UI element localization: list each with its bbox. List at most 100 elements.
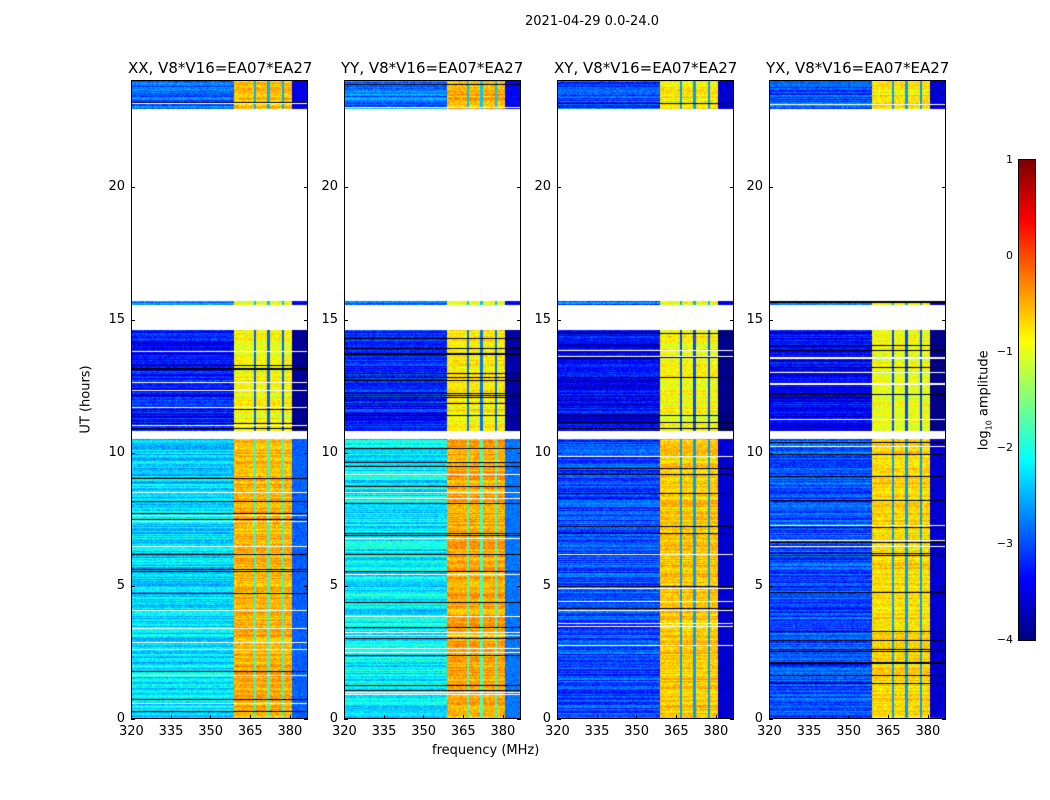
- x-tick-mark: [289, 715, 291, 719]
- y-tick-label: 20: [746, 178, 763, 194]
- y-tick-label: 20: [321, 178, 338, 194]
- y-tick-mark: [730, 719, 734, 720]
- y-tick-mark: [730, 452, 734, 454]
- y-tick-mark: [131, 186, 135, 188]
- y-tick-mark: [730, 319, 734, 321]
- panel-title-0: XX, V8*V16=EA07*EA27: [128, 59, 313, 77]
- y-tick-mark: [942, 585, 946, 587]
- y-tick-mark: [557, 186, 561, 188]
- y-tick-label: 20: [534, 178, 551, 194]
- y-tick-mark: [344, 719, 348, 720]
- x-tick-mark: [636, 715, 638, 719]
- y-tick-label: 10: [534, 444, 551, 460]
- x-tick-mark: [210, 715, 212, 719]
- colorbar-tick-label: 0: [1006, 249, 1013, 262]
- y-tick-label: 15: [108, 311, 125, 327]
- y-tick-mark: [304, 452, 308, 454]
- x-tick-mark: [249, 715, 251, 719]
- colorbar-tick-label: −1: [996, 345, 1013, 358]
- x-tick-mark: [927, 715, 929, 719]
- y-tick-label: 0: [116, 711, 125, 726]
- panel-frame-3: [769, 80, 946, 719]
- x-tick-mark: [344, 715, 345, 719]
- y-tick-label: 0: [542, 711, 551, 726]
- y-tick-mark: [304, 719, 308, 720]
- y-tick-label: 15: [746, 311, 763, 327]
- y-tick-mark: [517, 186, 521, 188]
- y-tick-mark: [557, 585, 561, 587]
- y-tick-mark: [557, 719, 561, 720]
- y-tick-label: 15: [321, 311, 338, 327]
- y-tick-mark: [730, 186, 734, 188]
- y-tick-mark: [517, 585, 521, 587]
- y-tick-mark: [769, 186, 773, 188]
- y-tick-mark: [344, 585, 348, 587]
- y-tick-mark: [517, 719, 521, 720]
- colorbar-label: log10 amplitude: [976, 350, 994, 451]
- panel-frame-1: [344, 80, 521, 719]
- panel-title-2: XY, V8*V16=EA07*EA27: [554, 59, 738, 77]
- x-tick-label: 335: [158, 724, 184, 739]
- panel-heatmap-3: [769, 80, 946, 719]
- y-tick-mark: [769, 585, 773, 587]
- x-tick-mark: [848, 715, 850, 719]
- y-tick-mark: [769, 719, 773, 720]
- y-tick-mark: [131, 585, 135, 587]
- y-tick-mark: [517, 452, 521, 454]
- y-tick-mark: [344, 319, 348, 321]
- x-tick-label: 350: [198, 724, 224, 739]
- x-tick-label: 380: [703, 724, 729, 739]
- x-tick-label: 365: [875, 724, 901, 739]
- colorbar-tick-label: −2: [996, 441, 1013, 454]
- x-tick-label: 335: [796, 724, 822, 739]
- x-tick-label: 335: [584, 724, 610, 739]
- x-tick-label: 365: [237, 724, 263, 739]
- x-tick-mark: [131, 715, 132, 719]
- x-tick-label: 335: [371, 724, 397, 739]
- y-tick-label: 20: [108, 178, 125, 194]
- y-tick-mark: [517, 319, 521, 321]
- x-tick-mark: [502, 715, 504, 719]
- y-tick-mark: [769, 319, 773, 321]
- y-tick-label: 15: [534, 311, 551, 327]
- x-tick-label: 350: [836, 724, 862, 739]
- y-tick-mark: [730, 585, 734, 587]
- x-tick-mark: [887, 715, 889, 719]
- x-tick-mark: [596, 715, 598, 719]
- colorbar: [1019, 160, 1035, 640]
- colorbar-tick-label: −4: [996, 633, 1013, 646]
- panel-heatmap-0: [131, 80, 308, 719]
- x-tick-label: 320: [332, 724, 357, 739]
- x-tick-label: 365: [663, 724, 689, 739]
- y-tick-mark: [304, 585, 308, 587]
- panel-heatmap-1: [344, 80, 521, 719]
- x-tick-mark: [808, 715, 810, 719]
- panel-frame-2: [557, 80, 734, 719]
- x-tick-mark: [557, 715, 558, 719]
- colorbar-frame: [1018, 159, 1036, 641]
- y-tick-label: 5: [542, 577, 551, 593]
- y-tick-mark: [304, 319, 308, 321]
- colorbar-tick-label: −3: [996, 537, 1013, 550]
- x-tick-mark: [462, 715, 464, 719]
- y-tick-mark: [942, 186, 946, 188]
- y-tick-mark: [942, 452, 946, 454]
- x-tick-mark: [675, 715, 677, 719]
- y-tick-mark: [942, 319, 946, 321]
- y-tick-label: 0: [754, 711, 763, 726]
- y-tick-mark: [557, 452, 561, 454]
- y-tick-mark: [557, 319, 561, 321]
- y-tick-label: 0: [329, 711, 338, 726]
- y-tick-mark: [769, 452, 773, 454]
- figure-suptitle: 2021-04-29 0.0-24.0: [525, 14, 659, 29]
- y-tick-label: 5: [116, 577, 125, 593]
- panel-heatmap-2: [557, 80, 734, 719]
- panel-title-3: YX, V8*V16=EA07*EA27: [766, 59, 950, 77]
- y-tick-mark: [131, 452, 135, 454]
- x-tick-label: 380: [915, 724, 941, 739]
- y-tick-label: 5: [329, 577, 338, 593]
- x-tick-label: 320: [545, 724, 570, 739]
- x-tick-mark: [383, 715, 385, 719]
- x-tick-label: 365: [450, 724, 476, 739]
